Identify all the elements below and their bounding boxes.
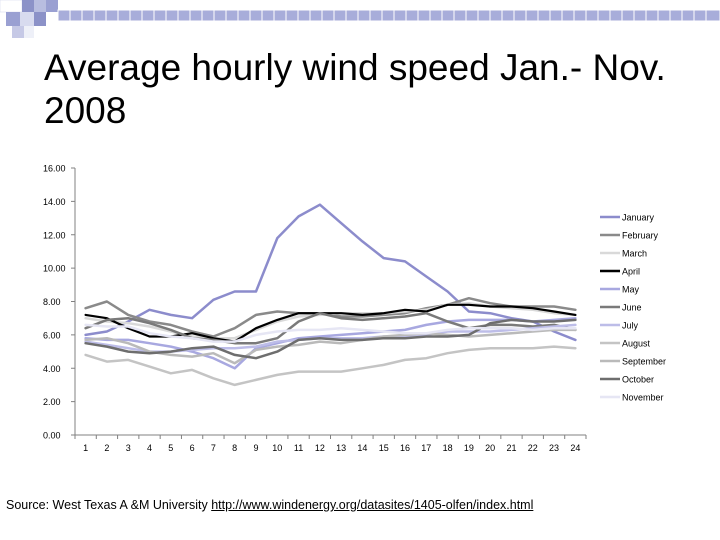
x-tick-label: 22: [528, 443, 538, 453]
series-line-june: [84, 311, 577, 345]
x-tick-label: 11: [294, 443, 303, 453]
x-tick-label: 24: [570, 443, 580, 453]
source-citation: Source: West Texas A &M University http:…: [6, 498, 533, 512]
x-tick-label: 17: [421, 443, 431, 453]
source-text: Source: West Texas A &M University: [6, 498, 208, 512]
y-tick-label: 14.00: [43, 197, 66, 207]
y-tick-label: 6.00: [43, 330, 61, 340]
legend-label-january: January: [622, 213, 655, 223]
chart-legend: January February March April May June July Augu…: [600, 213, 666, 403]
legend-label-august: August: [622, 339, 651, 349]
x-tick-label: 2: [104, 443, 109, 453]
x-tick-label: 15: [379, 443, 389, 453]
legend-label-february: February: [622, 231, 659, 241]
series-line-may: [84, 316, 577, 370]
x-tick-label: 9: [253, 443, 258, 453]
x-tick-label: 3: [126, 443, 131, 453]
slide-title: Average hourly wind speed Jan.- Nov. 200…: [44, 47, 666, 131]
x-tick-label: 4: [147, 443, 152, 453]
y-tick-label: 12.00: [43, 230, 66, 240]
x-tick-label: 20: [485, 443, 495, 453]
legend-label-april: April: [622, 267, 640, 277]
chart-axes: 0.00 2.00 4.00 6.00 8.00 10.00 12.00 14.00 16.00…: [43, 164, 587, 453]
x-tick-label: 19: [464, 443, 474, 453]
chart-series-lines: [84, 203, 577, 387]
decorative-checker-pattern: [0, 0, 720, 38]
series-line-january: [84, 203, 577, 342]
x-tick-label: 13: [336, 443, 346, 453]
source-link[interactable]: http://www.windenergy.org/datasites/1405…: [211, 498, 534, 512]
x-tick-label: 16: [400, 443, 410, 453]
legend-label-july: July: [622, 321, 639, 331]
x-tick-label: 5: [168, 443, 173, 453]
y-tick-label: 8.00: [43, 297, 61, 307]
legend-label-march: March: [622, 249, 647, 259]
y-tick-label: 10.00: [43, 264, 66, 274]
x-tick-label: 10: [272, 443, 282, 453]
x-tick-label: 7: [211, 443, 216, 453]
x-tick-label: 6: [190, 443, 195, 453]
series-line-october: [84, 318, 577, 360]
series-line-november: [84, 323, 577, 343]
x-tick-label: 8: [232, 443, 237, 453]
x-tick-label: 12: [315, 443, 325, 453]
legend-label-november: November: [622, 393, 664, 403]
y-tick-label: 4.00: [43, 364, 61, 374]
y-tick-label: 16.00: [43, 164, 66, 174]
y-tick-label: 2.00: [43, 397, 61, 407]
x-tick-label: 18: [443, 443, 453, 453]
series-line-september: [84, 328, 577, 365]
series-line-august: [84, 345, 577, 387]
x-tick-label: 23: [549, 443, 559, 453]
legend-label-may: May: [622, 285, 640, 295]
x-tick-label: 14: [357, 443, 367, 453]
legend-label-september: September: [622, 357, 666, 367]
legend-label-june: June: [622, 303, 642, 313]
legend-label-october: October: [622, 375, 654, 385]
y-tick-label: 0.00: [43, 431, 61, 441]
x-tick-label: 1: [83, 443, 88, 453]
x-tick-label: 21: [506, 443, 516, 453]
